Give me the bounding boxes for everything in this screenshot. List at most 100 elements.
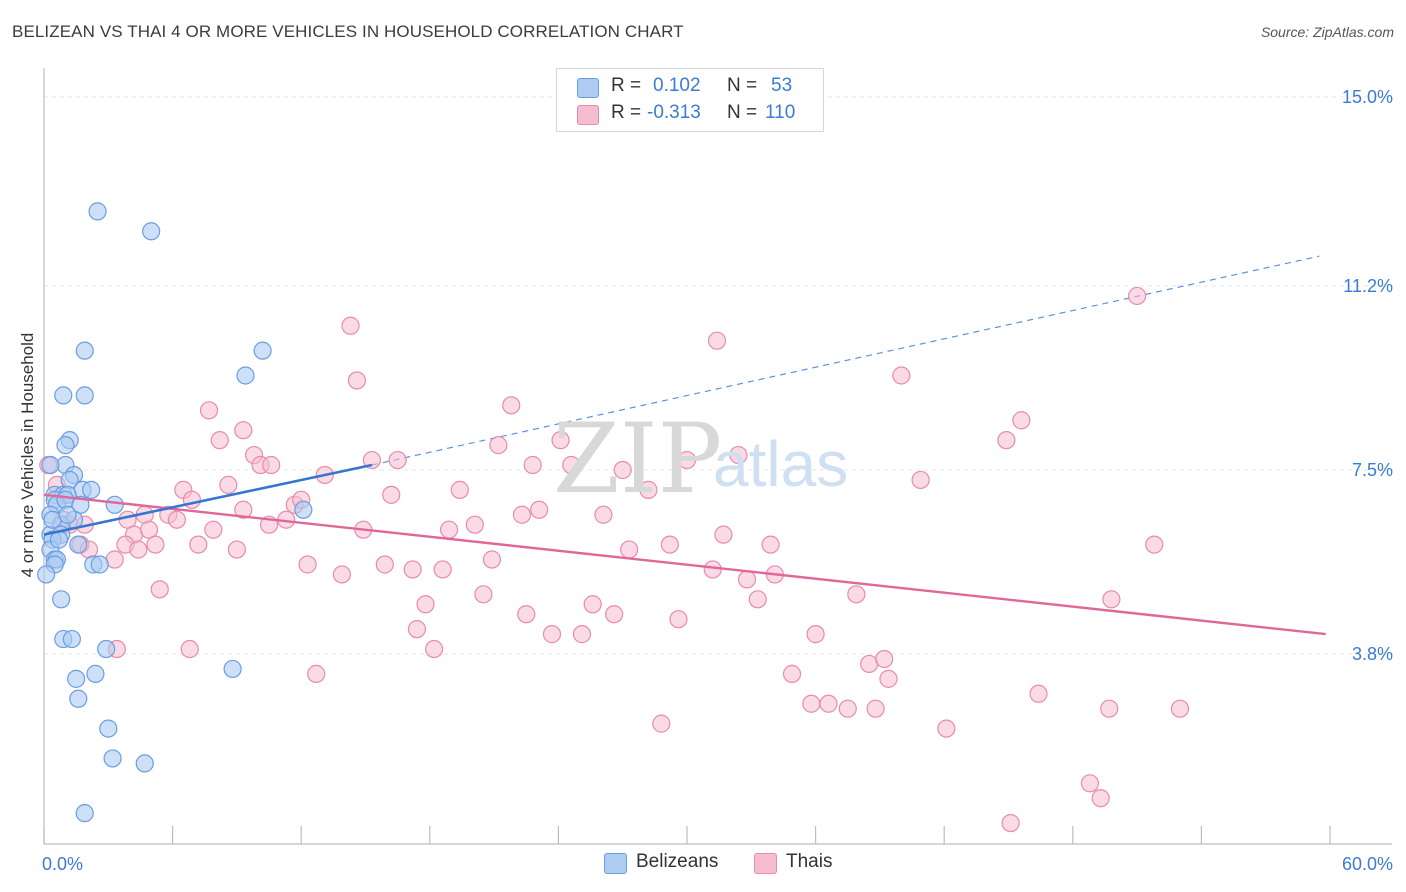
r-label: R = — [611, 102, 642, 123]
belizeans-point — [88, 202, 107, 221]
belizeans-point — [69, 535, 88, 554]
thais-point — [234, 500, 253, 519]
thais-point — [439, 520, 459, 539]
thais-point — [433, 560, 452, 579]
r-label: R = — [611, 75, 642, 96]
thais-point — [1102, 590, 1121, 609]
stats-legend: R = 0.102 N = 53 R = -0.313 N = 110 — [556, 68, 824, 132]
tick-labels: 15.0% 11.2% 7.5% 3.8% 0.0% 60.0% — [42, 87, 1393, 874]
legend-label-belizeans: Belizeans — [636, 851, 719, 872]
thais-point — [714, 525, 733, 544]
thais-point — [782, 664, 802, 683]
belizeans-point — [253, 341, 272, 360]
belizeans-point — [223, 659, 242, 679]
belizeans-point — [75, 341, 94, 360]
axis-ticks — [43, 826, 1331, 844]
belizeans-point — [135, 754, 154, 773]
thais-point — [465, 515, 484, 534]
belizeans-point — [56, 436, 75, 455]
thais-point — [860, 654, 879, 674]
thais-point — [262, 455, 281, 475]
thais-point — [502, 396, 521, 415]
thais-point — [450, 480, 469, 499]
thais-point — [572, 625, 592, 644]
thais-point — [482, 550, 502, 569]
thais-point — [748, 590, 767, 609]
thais-point — [347, 371, 367, 390]
belizeans-point — [86, 664, 105, 683]
series-legend: Belizeans Thais — [0, 850, 1406, 878]
thais-point — [542, 625, 562, 644]
thais-point — [847, 585, 866, 604]
belizeans-point — [37, 565, 56, 584]
thais-point — [375, 555, 394, 574]
belizeans-point — [142, 222, 161, 241]
thais-point — [517, 605, 536, 624]
thais-point — [729, 445, 748, 465]
thais-trend-line — [43, 493, 1326, 636]
belizeans-point — [52, 590, 71, 609]
x-tick-label: 60.0% — [1342, 854, 1393, 874]
thais-point — [1001, 813, 1020, 833]
y-tick-label: 11.2% — [1343, 276, 1393, 296]
belizeans-point — [236, 366, 255, 385]
r-value: 0.102 — [653, 75, 701, 96]
belizeans-point — [103, 749, 122, 768]
thais-point — [403, 560, 422, 579]
thais-point — [1091, 789, 1110, 808]
n-value: 110 — [765, 102, 796, 123]
trend-extension — [371, 255, 1320, 466]
thais-point — [1170, 699, 1190, 718]
source-label: Source: ZipAtlas.com — [1260, 24, 1394, 40]
thais-point — [652, 714, 671, 733]
legend-label-thais: Thais — [786, 851, 833, 872]
thais-point — [474, 585, 493, 604]
thais-point — [605, 605, 624, 624]
thais-point — [424, 639, 444, 659]
belizeans-point — [75, 804, 94, 823]
belizeans-point — [82, 480, 101, 499]
thais-point — [129, 540, 148, 559]
y-axis-label: 4 or more Vehicles in Household — [18, 332, 37, 578]
thais-point — [1145, 535, 1164, 554]
thais-point — [819, 694, 838, 713]
thais-point — [530, 500, 549, 519]
belizeans-point — [69, 689, 88, 708]
axes — [43, 68, 1392, 845]
thais-point — [210, 431, 229, 450]
y-tick-label: 3.8% — [1352, 644, 1393, 664]
belizeans-point — [294, 500, 313, 519]
thais-point — [866, 699, 885, 718]
thais-point — [388, 450, 407, 470]
thais-point — [875, 649, 894, 669]
thais-point — [362, 450, 382, 470]
thais-point — [997, 431, 1016, 450]
thais-point — [1080, 774, 1100, 793]
belizeans-trend-extension — [371, 255, 1320, 466]
belizeans-point — [67, 669, 86, 688]
thais-legend-swatch — [754, 853, 777, 874]
thais-swatch — [577, 105, 599, 125]
thais-point — [613, 460, 632, 480]
thais-point — [911, 470, 930, 490]
thais-point — [146, 535, 165, 554]
thais-point — [669, 610, 688, 629]
x-tick-label: 0.0% — [42, 854, 83, 874]
y-tick-label: 15.0% — [1342, 87, 1393, 107]
thais-point — [892, 366, 911, 385]
y-tick-label: 7.5% — [1352, 460, 1393, 480]
belizeans-point — [97, 639, 116, 659]
thais-point — [1029, 684, 1048, 703]
thais-point — [234, 421, 253, 440]
thais-point — [150, 580, 169, 599]
thais-point — [189, 535, 208, 554]
thais-point — [307, 664, 326, 683]
belizeans-point — [75, 386, 94, 405]
thais-point — [562, 455, 581, 475]
thais-point — [879, 669, 898, 688]
thais-point — [167, 510, 186, 529]
thais-point — [1100, 699, 1119, 718]
thais-point — [620, 540, 639, 559]
belizeans-point — [41, 455, 60, 475]
